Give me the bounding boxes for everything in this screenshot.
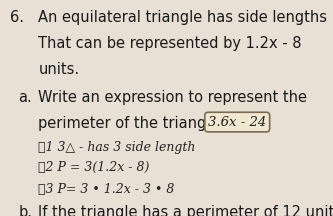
Text: ④1 3△ - has 3 side length: ④1 3△ - has 3 side length [38,141,196,154]
Text: If the triangle has a perimeter of 12 units,: If the triangle has a perimeter of 12 un… [38,205,333,216]
Text: a.: a. [18,90,32,105]
Text: ④2 P = 3(1.2x - 8): ④2 P = 3(1.2x - 8) [38,161,150,174]
Text: perimeter of the triangle.: perimeter of the triangle. [38,116,224,130]
Text: units.: units. [38,62,79,76]
Text: 3.6x - 24: 3.6x - 24 [208,116,266,129]
Text: ④3 P= 3 • 1.2x - 3 • 8: ④3 P= 3 • 1.2x - 3 • 8 [38,183,175,195]
Text: b.: b. [18,205,32,216]
Text: An equilateral triangle has side lengths: An equilateral triangle has side lengths [38,10,327,25]
Text: That can be represented by 1.2x - 8: That can be represented by 1.2x - 8 [38,36,302,51]
Text: Write an expression to represent the: Write an expression to represent the [38,90,307,105]
Text: 6.: 6. [10,10,24,25]
